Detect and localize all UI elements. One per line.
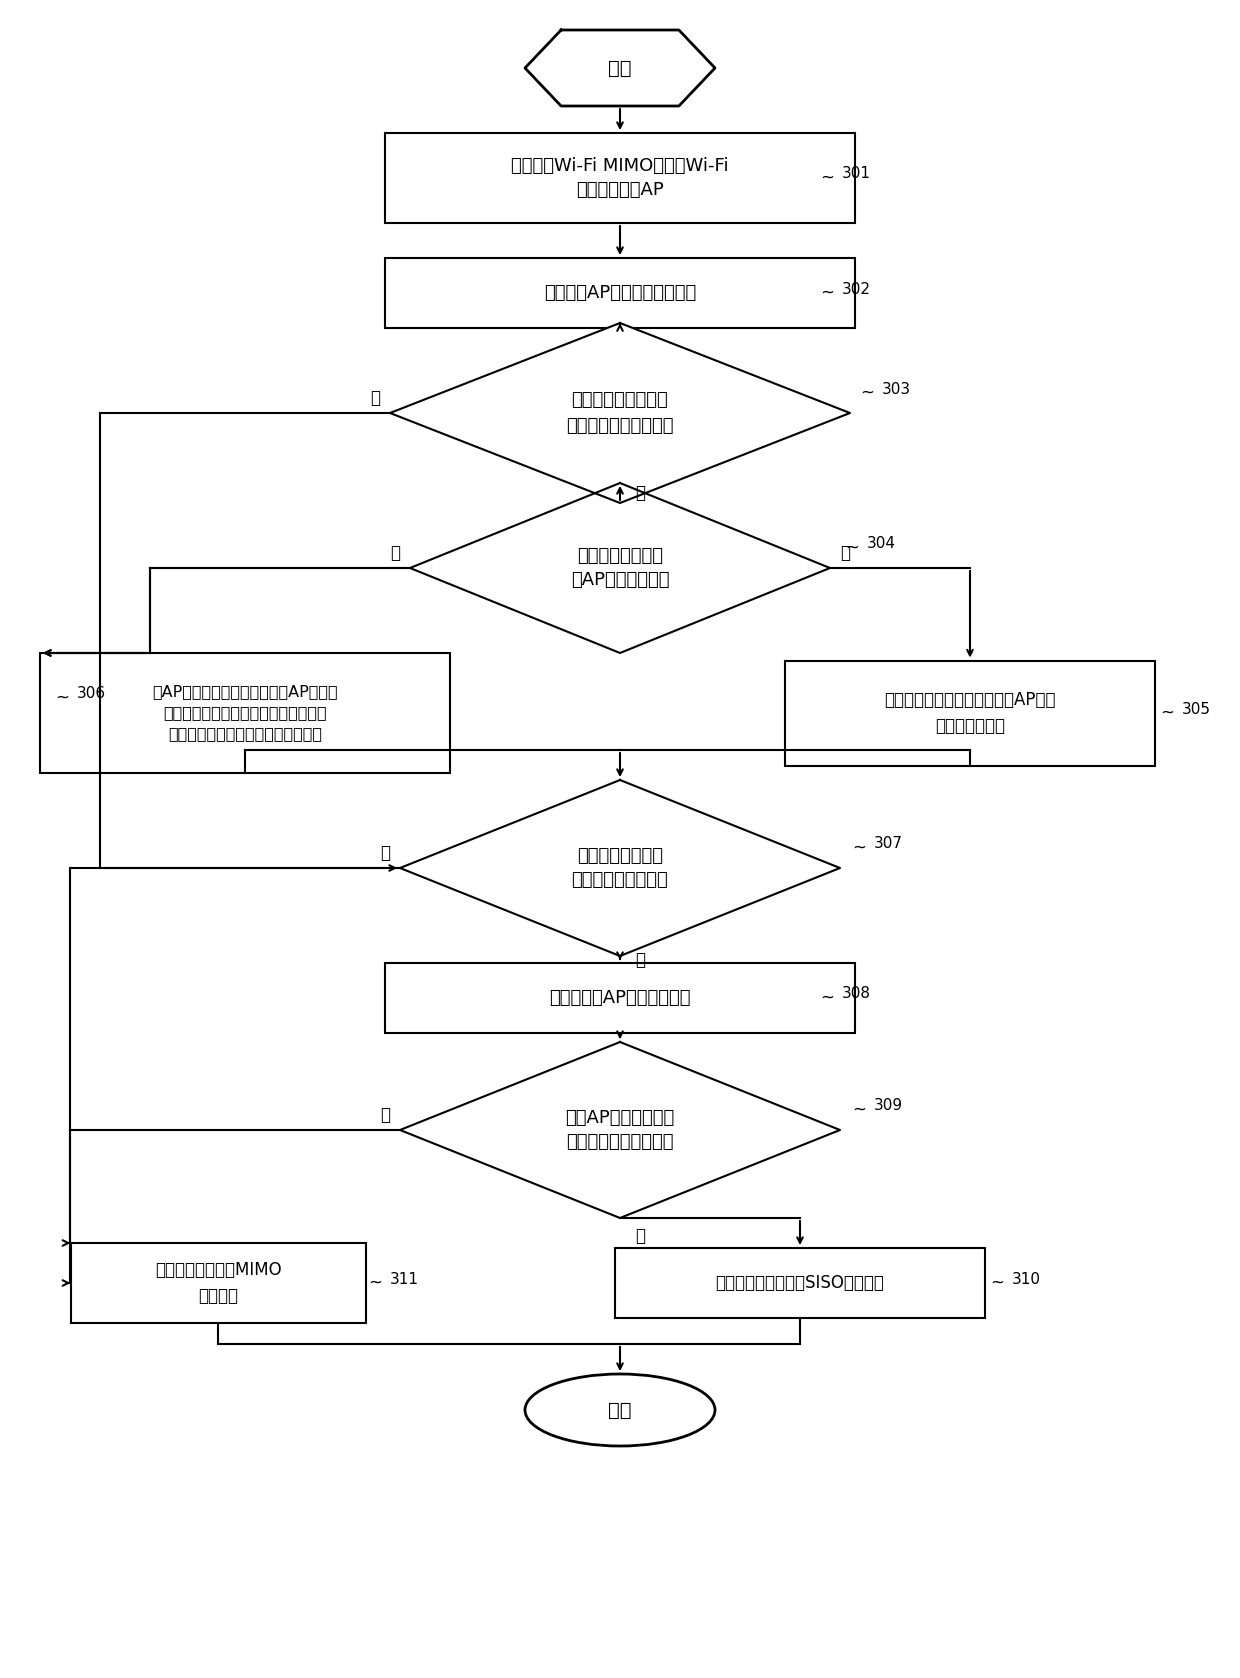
Text: 否: 否 [391, 544, 401, 562]
Text: 控制终端天线保持MIMO
工作模式: 控制终端天线保持MIMO 工作模式 [155, 1262, 281, 1304]
Text: 开始: 开始 [609, 59, 631, 77]
Text: ~: ~ [852, 1101, 866, 1119]
Text: 308: 308 [842, 987, 870, 1002]
Text: 是: 是 [635, 483, 645, 502]
Polygon shape [410, 483, 830, 653]
Bar [615, 1248, 985, 1317]
Text: 判断链路质量值是
否大于第二设定阈値: 判断链路质量值是 否大于第二设定阈値 [572, 846, 668, 889]
Bar [384, 258, 856, 327]
Text: 获取当前AP的接入信号强度值: 获取当前AP的接入信号强度值 [544, 284, 696, 302]
Text: 是: 是 [635, 1227, 645, 1245]
Text: ~: ~ [990, 1274, 1004, 1292]
Text: 对AP进行网速测量处理，得到AP的接入
带宽值，并根据网速测量处理过程中终
端数据的传输信息，得到链路质量值: 对AP进行网速测量处理，得到AP的接入 带宽值，并根据网速测量处理过程中终 端数… [153, 685, 337, 742]
Text: 305: 305 [1182, 701, 1211, 717]
Text: 303: 303 [882, 381, 911, 396]
Bar [384, 963, 856, 1034]
Text: ~: ~ [820, 284, 833, 302]
Polygon shape [525, 30, 715, 106]
Text: ~: ~ [55, 690, 69, 706]
Text: ~: ~ [368, 1274, 382, 1292]
Text: 读取或保存AP的接入带宽值: 读取或保存AP的接入带宽值 [549, 988, 691, 1007]
Polygon shape [401, 1042, 839, 1218]
Text: 否: 否 [379, 1106, 391, 1124]
Polygon shape [391, 322, 849, 503]
Text: ~: ~ [852, 839, 866, 857]
Text: 是: 是 [839, 544, 849, 562]
Text: ~: ~ [844, 539, 859, 557]
Text: 307: 307 [874, 837, 903, 851]
Text: 根据所保存的接入带宽值统计AP与终
端的链路质量值: 根据所保存的接入带宽值统计AP与终 端的链路质量值 [884, 691, 1055, 735]
Text: 311: 311 [391, 1272, 419, 1287]
Text: 302: 302 [842, 282, 870, 297]
Text: 301: 301 [842, 166, 870, 181]
Text: 306: 306 [77, 686, 107, 701]
Polygon shape [401, 780, 839, 956]
Text: 结束: 结束 [609, 1401, 631, 1420]
Bar [71, 1243, 366, 1322]
Bar [384, 133, 856, 223]
Text: 否: 否 [379, 844, 391, 862]
Text: 判断AP的接入带宽值
是否小于第三设定阈値: 判断AP的接入带宽值 是否小于第三设定阈値 [565, 1109, 675, 1151]
Bar [40, 653, 450, 774]
Text: 309: 309 [874, 1099, 903, 1114]
Text: ~: ~ [861, 384, 874, 403]
Text: ~: ~ [820, 988, 833, 1007]
Text: 是: 是 [635, 950, 645, 968]
Text: 判断接入信号强度值
是否大于第一设定阈値: 判断接入信号强度值 是否大于第一设定阈値 [567, 391, 673, 435]
Ellipse shape [525, 1374, 715, 1446]
Text: 304: 304 [867, 537, 897, 552]
Bar [785, 661, 1154, 765]
Text: ~: ~ [1159, 705, 1174, 722]
Text: 否: 否 [370, 389, 379, 408]
Text: 判断终端是否保存
有AP的接入带宽值: 判断终端是否保存 有AP的接入带宽值 [570, 547, 670, 589]
Text: ~: ~ [820, 169, 833, 186]
Text: 控制终端天线切换至SISO工作模式: 控制终端天线切换至SISO工作模式 [715, 1274, 884, 1292]
Text: 终端通过Wi-Fi MIMO芯片使Wi-Fi
双天线连接上AP: 终端通过Wi-Fi MIMO芯片使Wi-Fi 双天线连接上AP [511, 156, 729, 200]
Text: 310: 310 [1012, 1272, 1042, 1287]
